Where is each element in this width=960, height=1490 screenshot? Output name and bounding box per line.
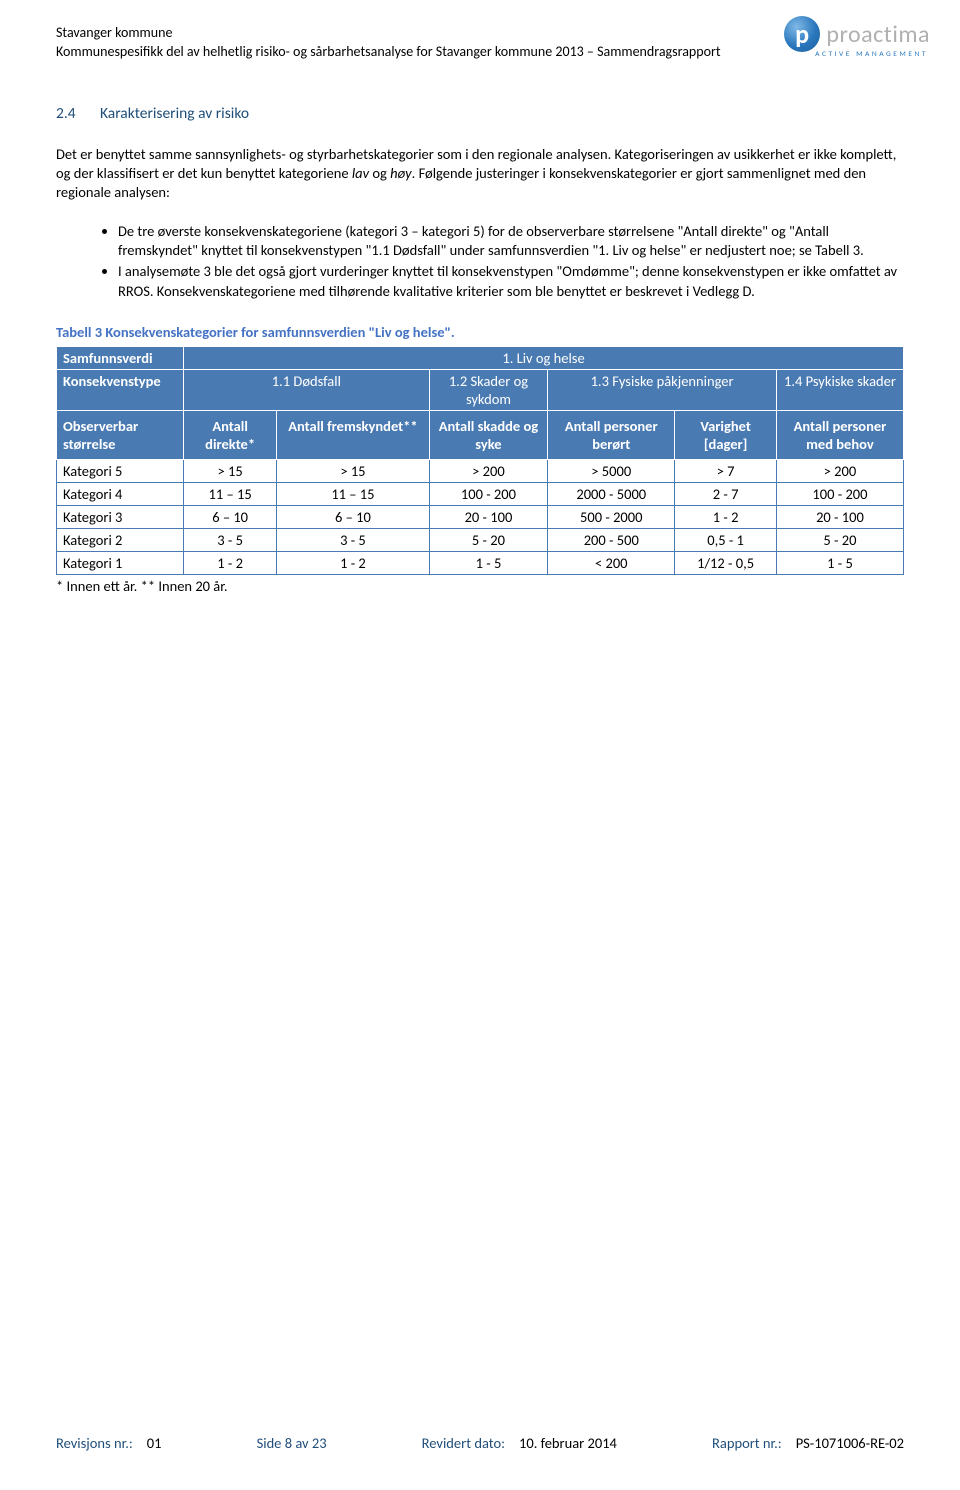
table-row: Kategori 36 – 106 – 1020 - 100500 - 2000… bbox=[57, 506, 904, 529]
cell: 1 - 5 bbox=[776, 552, 903, 575]
cell: 2 - 7 bbox=[675, 483, 777, 506]
row-label: Kategori 3 bbox=[57, 506, 184, 529]
page-footer: Revisjons nr.:01 Side 8 av 23 Revidert d… bbox=[56, 1434, 904, 1452]
cell: > 5000 bbox=[548, 460, 675, 483]
cell: 6 – 10 bbox=[184, 506, 277, 529]
logo-subtext: ACTIVE MANAGEMENT bbox=[815, 50, 928, 59]
cell: 100 - 200 bbox=[776, 483, 903, 506]
th-psykiske: 1.4 Psykiske skader bbox=[776, 369, 903, 410]
cell: > 200 bbox=[776, 460, 903, 483]
bullet-list: De tre øverste konsekvenskategoriene (ka… bbox=[56, 222, 904, 301]
footer-revision: Revisjons nr.:01 bbox=[56, 1434, 161, 1452]
cell: 0,5 - 1 bbox=[675, 529, 777, 552]
footer-date: Revidert dato:10. februar 2014 bbox=[422, 1434, 617, 1452]
cell: < 200 bbox=[548, 552, 675, 575]
cell: 3 - 5 bbox=[184, 529, 277, 552]
paragraph-1: Det er benyttet samme sannsynlighets- og… bbox=[56, 145, 904, 202]
th-berort: Antall personer berørt bbox=[548, 411, 675, 460]
table-row: Kategori 411 – 1511 – 15100 - 2002000 - … bbox=[57, 483, 904, 506]
th-dodsfall: 1.1 Dødsfall bbox=[184, 369, 430, 410]
cell: 5 - 20 bbox=[776, 529, 903, 552]
cell: > 15 bbox=[184, 460, 277, 483]
cell: 100 - 200 bbox=[429, 483, 548, 506]
cell: 500 - 2000 bbox=[548, 506, 675, 529]
cell: 1 - 2 bbox=[277, 552, 429, 575]
th-skader: 1.2 Skader og sykdom bbox=[429, 369, 548, 410]
table-row: Kategori 5> 15> 15> 200> 5000> 7> 200 bbox=[57, 460, 904, 483]
row-label: Kategori 4 bbox=[57, 483, 184, 506]
th-varighet: Varighet [dager] bbox=[675, 411, 777, 460]
cell: 2000 - 5000 bbox=[548, 483, 675, 506]
header-line2: Kommunespesifikk del av helhetlig risiko… bbox=[56, 43, 904, 62]
cell: 3 - 5 bbox=[277, 529, 429, 552]
section-heading: 2.4Karakterisering av risiko bbox=[56, 104, 904, 123]
cell: 5 - 20 bbox=[429, 529, 548, 552]
th-liv-og-helse: 1. Liv og helse bbox=[184, 346, 904, 369]
footer-report: Rapport nr.:PS-1071006-RE-02 bbox=[712, 1434, 904, 1452]
cell: > 7 bbox=[675, 460, 777, 483]
th-fremskyndet: Antall fremskyndet** bbox=[277, 411, 429, 460]
th-fysiske: 1.3 Fysiske påkjenninger bbox=[548, 369, 777, 410]
cell: > 15 bbox=[277, 460, 429, 483]
cell: 1/12 - 0,5 bbox=[675, 552, 777, 575]
th-direkte: Antall direkte* bbox=[184, 411, 277, 460]
logo-text: proactima bbox=[826, 20, 930, 49]
cell: 20 - 100 bbox=[776, 506, 903, 529]
footer-page: Side 8 av 23 bbox=[257, 1434, 327, 1452]
cell: 11 – 15 bbox=[277, 483, 429, 506]
cell: 1 - 5 bbox=[429, 552, 548, 575]
th-skadde: Antall skadde og syke bbox=[429, 411, 548, 460]
cell: 1 - 2 bbox=[184, 552, 277, 575]
consequence-table: Samfunnsverdi 1. Liv og helse Konsekvens… bbox=[56, 346, 904, 576]
table-caption: Tabell 3 Konsekvenskategorier for samfun… bbox=[56, 323, 904, 342]
row-label: Kategori 5 bbox=[57, 460, 184, 483]
header-line1: Stavanger kommune bbox=[56, 24, 904, 43]
list-item: I analysemøte 3 ble det også gjort vurde… bbox=[118, 262, 904, 300]
doc-header: Stavanger kommune Kommunespesifikk del a… bbox=[56, 24, 904, 62]
th-behov: Antall personer med behov bbox=[776, 411, 903, 460]
th-observerbar: Observerbar størrelse bbox=[57, 411, 184, 460]
cell: 20 - 100 bbox=[429, 506, 548, 529]
th-samfunnsverdi: Samfunnsverdi bbox=[57, 346, 184, 369]
cell: > 200 bbox=[429, 460, 548, 483]
table-row: Kategori 23 - 53 - 55 - 20200 - 5000,5 -… bbox=[57, 529, 904, 552]
cell: 11 – 15 bbox=[184, 483, 277, 506]
row-label: Kategori 1 bbox=[57, 552, 184, 575]
cell: 6 – 10 bbox=[277, 506, 429, 529]
section-title: Karakterisering av risiko bbox=[100, 104, 249, 123]
list-item: De tre øverste konsekvenskategoriene (ka… bbox=[118, 222, 904, 260]
cell: 1 - 2 bbox=[675, 506, 777, 529]
table-row: Kategori 11 - 21 - 21 - 5< 2001/12 - 0,5… bbox=[57, 552, 904, 575]
section-number: 2.4 bbox=[56, 104, 100, 123]
logo-mark-icon: p bbox=[784, 16, 820, 52]
cell: 200 - 500 bbox=[548, 529, 675, 552]
row-label: Kategori 2 bbox=[57, 529, 184, 552]
table-footnote: * Innen ett år. ** Innen 20 år. bbox=[56, 577, 904, 595]
th-konsekvenstype: Konsekvenstype bbox=[57, 369, 184, 410]
brand-logo: p proactima bbox=[784, 16, 930, 52]
